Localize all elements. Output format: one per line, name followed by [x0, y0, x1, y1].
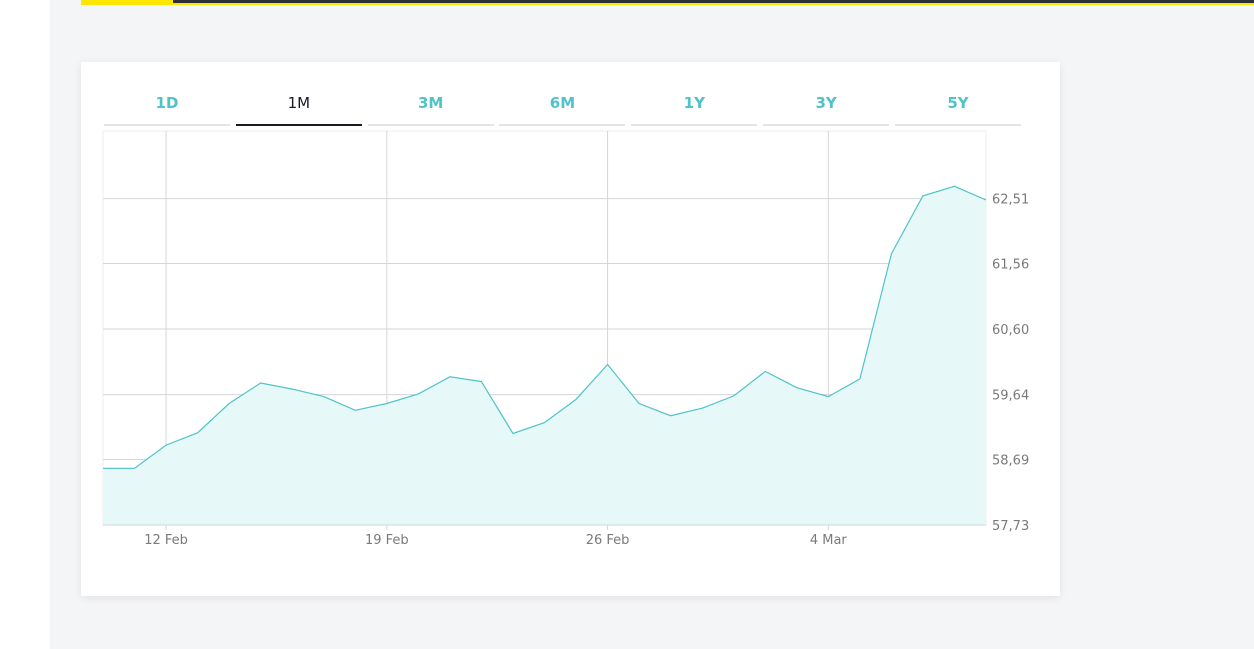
y-tick-label: 58,69: [992, 453, 1029, 468]
series-line: [103, 185, 987, 469]
tab-3m[interactable]: 3M: [367, 86, 494, 126]
range-tabs: 1D 1M 3M 6M 1Y 3Y 5Y: [104, 86, 1021, 126]
x-tick-label: 26 Feb: [586, 533, 630, 548]
tab-1y[interactable]: 1Y: [631, 86, 758, 126]
x-tick-label: 12 Feb: [144, 533, 188, 548]
y-tick-label: 59,64: [992, 389, 1029, 404]
tab-3y[interactable]: 3Y: [763, 86, 890, 126]
y-tick-label: 57,73: [992, 519, 1029, 534]
y-tick-label: 61,56: [992, 257, 1029, 272]
y-tick-label: 60,60: [992, 323, 1029, 338]
series-area: [103, 186, 986, 526]
tab-5y[interactable]: 5Y: [894, 86, 1021, 126]
tab-6m[interactable]: 6M: [499, 86, 626, 126]
tab-1d[interactable]: 1D: [104, 86, 230, 126]
top-dark-bar: [173, 0, 1254, 5]
y-tick-label: 62,51: [992, 193, 1029, 208]
x-tick-label: 4 Mar: [810, 533, 848, 548]
top-accent-bar: [81, 0, 173, 5]
x-tick-label: 19 Feb: [365, 533, 409, 548]
tab-1m[interactable]: 1M: [235, 86, 362, 126]
